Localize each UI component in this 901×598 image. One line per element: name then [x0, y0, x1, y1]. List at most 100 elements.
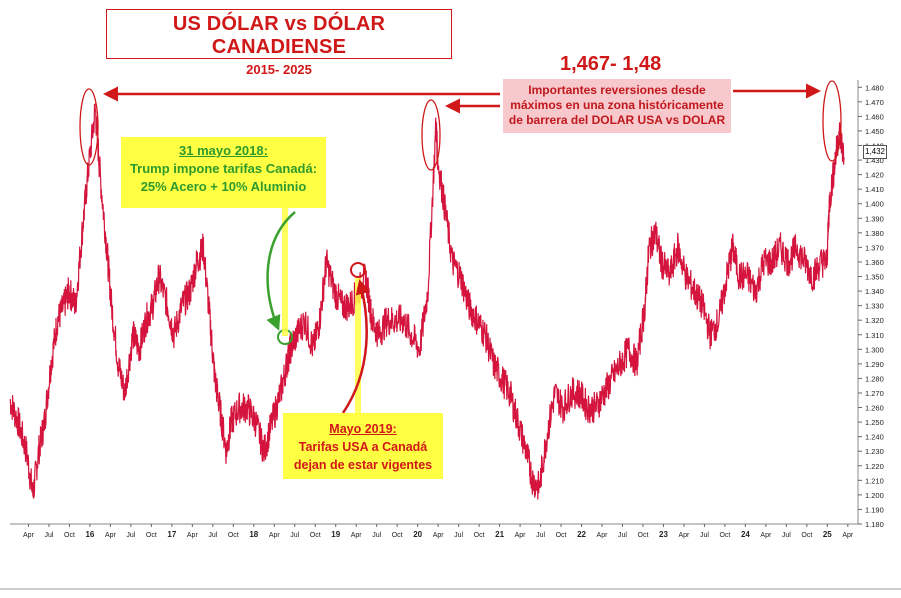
- x-tick-label: Jul: [536, 532, 545, 539]
- x-tick-label: Apr: [105, 532, 117, 539]
- tariff-2019-line: dejan de estar vigentes: [293, 458, 433, 472]
- x-tick-label: Oct: [719, 532, 730, 539]
- x-tick-label: 25: [823, 530, 832, 539]
- x-tick-label: Apr: [187, 532, 199, 539]
- peak-note-line: máximos en una zona históricamente: [510, 98, 724, 112]
- x-tick-label: 19: [331, 530, 340, 539]
- x-tick-label: Oct: [228, 532, 239, 539]
- x-tick-label: Jul: [44, 532, 53, 539]
- x-tick-label: Oct: [801, 532, 812, 539]
- x-tick-label: 17: [167, 530, 176, 539]
- x-tick-label: Apr: [678, 532, 690, 539]
- y-tick-label: 1.260: [865, 404, 884, 413]
- x-tick-label: Apr: [597, 532, 609, 539]
- x-tick-label: Jul: [700, 532, 709, 539]
- tariff-2018-highlight: [282, 208, 288, 336]
- x-tick-label: 21: [495, 530, 504, 539]
- x-tick-label: Oct: [474, 532, 485, 539]
- y-tick-label: 1.340: [865, 287, 884, 296]
- axes: 1.4801.4701.4601.4501.4401.4301.4201.410…: [10, 80, 884, 539]
- x-tick-label: Jul: [290, 532, 299, 539]
- markers: [0, 80, 901, 590]
- y-tick-label: 1.430: [865, 156, 884, 165]
- x-tick-label: 23: [659, 530, 668, 539]
- y-tick-label: 1.330: [865, 302, 884, 311]
- chart-title-box: US DÓLAR vs DÓLAR CANADIENSE 2015- 2025: [106, 9, 452, 77]
- x-tick-label: Apr: [842, 532, 854, 539]
- y-tick-label: 1.480: [865, 83, 884, 92]
- y-tick-label: 1.220: [865, 462, 884, 471]
- x-tick-label: Oct: [310, 532, 321, 539]
- x-tick-label: 24: [741, 530, 750, 539]
- tariff-2019-line: Tarifas USA a Canadá: [298, 440, 428, 454]
- tariff-2018-line: Trump impone tarifas Canadá:: [129, 161, 318, 176]
- y-tick-label: 1.420: [865, 171, 884, 180]
- y-tick-label: 1.290: [865, 360, 884, 369]
- y-tick-label: 1.410: [865, 185, 884, 194]
- x-tick-label: Apr: [269, 532, 281, 539]
- y-tick-label: 1.210: [865, 476, 884, 485]
- peak-2020-ellipse: [421, 99, 441, 171]
- chart-subtitle: 2015- 2025: [246, 62, 312, 77]
- y-tick-label: 1.370: [865, 243, 884, 252]
- x-tick-label: 16: [85, 530, 94, 539]
- peak-note-line: de barrera del DOLAR USA vs DOLAR: [508, 113, 726, 127]
- y-tick-label: 1.400: [865, 200, 884, 209]
- x-tick-label: Oct: [146, 532, 157, 539]
- x-tick-label: Jul: [618, 532, 627, 539]
- peak-range-label: 1,467- 1,48: [560, 53, 662, 75]
- peak-note-line: Importantes reversiones desde: [528, 83, 706, 97]
- tariff-2019-circle: [350, 262, 366, 278]
- last-price-tag: 1,432: [863, 145, 887, 159]
- x-tick-label: Oct: [64, 532, 75, 539]
- tariff-2018-date: 31 mayo 2018:: [179, 143, 268, 158]
- x-tick-label: Apr: [760, 532, 772, 539]
- x-tick-label: Jul: [208, 532, 217, 539]
- tariff-2018-box: 31 mayo 2018: Trump impone tarifas Canad…: [121, 137, 326, 208]
- y-tick-label: 1.190: [865, 505, 884, 514]
- y-tick-label: 1.270: [865, 389, 884, 398]
- tariff-2019-box: Mayo 2019: Tarifas USA a Canadá dejan de…: [283, 413, 443, 479]
- tariff-2019-highlight: [355, 278, 361, 413]
- x-tick-label: 22: [577, 530, 586, 539]
- x-tick-label: Jul: [126, 532, 135, 539]
- y-tick-label: 1.380: [865, 229, 884, 238]
- peak-2025-ellipse: [822, 80, 842, 162]
- y-tick-label: 1.390: [865, 214, 884, 223]
- usdcad-series-line: [9, 103, 845, 500]
- x-tick-label: Jul: [372, 532, 381, 539]
- x-tick-label: Oct: [392, 532, 403, 539]
- peak-2016-ellipse: [79, 88, 99, 166]
- tariff-2019-date: Mayo 2019:: [329, 422, 397, 436]
- y-tick-label: 1.180: [865, 520, 884, 529]
- x-tick-label: Oct: [638, 532, 649, 539]
- x-tick-label: Jul: [782, 532, 791, 539]
- y-tick-label: 1.250: [865, 418, 884, 427]
- y-tick-label: 1.310: [865, 331, 884, 340]
- tariff-2018-line: 25% Acero + 10% Aluminio: [140, 179, 307, 194]
- y-tick-label: 1.450: [865, 127, 884, 136]
- y-tick-label: 1.300: [865, 345, 884, 354]
- y-tick-label: 1.230: [865, 447, 884, 456]
- y-tick-label: 1.350: [865, 273, 884, 282]
- x-tick-label: Jul: [454, 532, 463, 539]
- peak-note-box: Importantes reversiones desde máximos en…: [503, 79, 731, 133]
- y-tick-label: 1.360: [865, 258, 884, 267]
- y-tick-label: 1.240: [865, 433, 884, 442]
- y-tick-label: 1.460: [865, 112, 884, 121]
- x-tick-label: 20: [413, 530, 422, 539]
- tariff-2019-arrow: [341, 279, 371, 414]
- y-tick-label: 1.320: [865, 316, 884, 325]
- x-tick-label: Oct: [556, 532, 567, 539]
- y-tick-label: 1.280: [865, 374, 884, 383]
- tariff-2018-arrow: [266, 211, 296, 331]
- x-tick-label: Apr: [23, 532, 35, 539]
- x-tick-label: Apr: [433, 532, 445, 539]
- y-tick-label: 1.470: [865, 98, 884, 107]
- y-tick-label: 1.200: [865, 491, 884, 500]
- x-tick-label: Apr: [515, 532, 527, 539]
- x-tick-label: Apr: [351, 532, 363, 539]
- x-tick-label: 18: [249, 530, 258, 539]
- chart-title: US DÓLAR vs DÓLAR CANADIENSE: [172, 13, 386, 58]
